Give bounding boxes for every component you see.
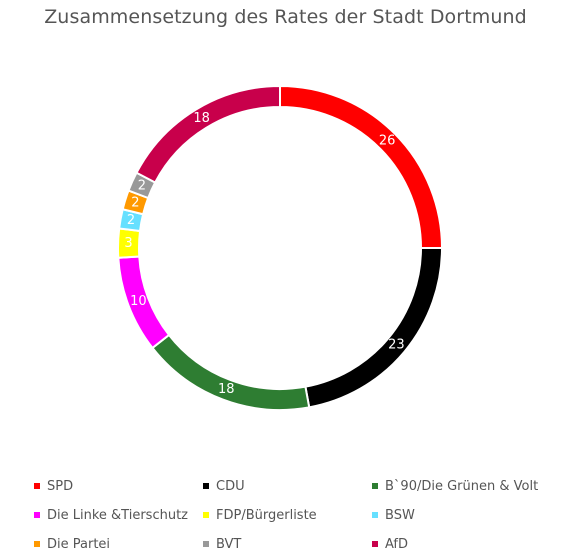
data-label-spd: 26: [379, 133, 396, 148]
legend-swatch: [372, 483, 378, 489]
slice-spd: [279, 84, 444, 249]
chart-title: Zusammensetzung des Rates der Stadt Dort…: [44, 6, 527, 28]
legend-swatch: [372, 541, 378, 547]
legend-item-bvt[interactable]: BVT: [203, 535, 241, 553]
legend-label: BSW: [385, 507, 415, 523]
labels-group: 26 23 18 10 3 2 2 2 18: [124, 111, 404, 397]
legend-label: B`90/Die Grünen & Volt: [385, 478, 539, 494]
legend-item-die-partei[interactable]: Die Partei: [34, 535, 110, 553]
data-label-die-partei: 2: [131, 195, 139, 210]
legend-label: Die Partei: [47, 536, 111, 552]
legend-label: FDP/Bürgerliste: [216, 507, 317, 523]
slice-cdu: [304, 247, 444, 409]
legend-swatch: [203, 483, 209, 489]
data-label-bvt: 2: [138, 178, 146, 193]
legend-swatch: [203, 512, 209, 518]
legend-swatch: [372, 512, 378, 518]
legend-swatch: [34, 512, 40, 518]
legend-swatch: [34, 483, 40, 489]
legend-item-b-90-die-gr-nen-volt[interactable]: B`90/Die Grünen & Volt: [372, 477, 538, 495]
legend-label: CDU: [216, 478, 245, 494]
legend-item-afd[interactable]: AfD: [372, 535, 408, 553]
data-label-die-linke-tierschutz: 10: [130, 294, 147, 309]
data-label-fdp-b-rgerliste: 3: [124, 236, 132, 251]
legend-label: SPD: [47, 478, 74, 494]
legend-swatch: [203, 541, 209, 547]
legend-item-die-linke-tierschutz[interactable]: Die Linke &Tierschutz: [34, 506, 188, 524]
legend-label: Die Linke &Tierschutz: [47, 507, 188, 523]
slice-afd: [135, 84, 281, 184]
data-label-bsw: 2: [127, 213, 135, 228]
legend-label: BVT: [216, 536, 242, 552]
data-label-afd: 18: [193, 111, 210, 126]
legend-item-bsw[interactable]: BSW: [372, 506, 415, 524]
legend-item-fdp-b-rgerliste[interactable]: FDP/Bürgerliste: [203, 506, 317, 524]
data-label-cdu: 23: [388, 337, 405, 352]
data-label-b-90-die-gr-nen-volt: 18: [218, 382, 235, 397]
legend-item-spd[interactable]: SPD: [34, 477, 73, 495]
legend-swatch: [34, 541, 40, 547]
legend-label: AfD: [385, 536, 409, 552]
slice-b-90-die-gr-nen-volt: [151, 333, 311, 411]
legend-item-cdu[interactable]: CDU: [203, 477, 245, 495]
slices-group: [117, 84, 444, 411]
